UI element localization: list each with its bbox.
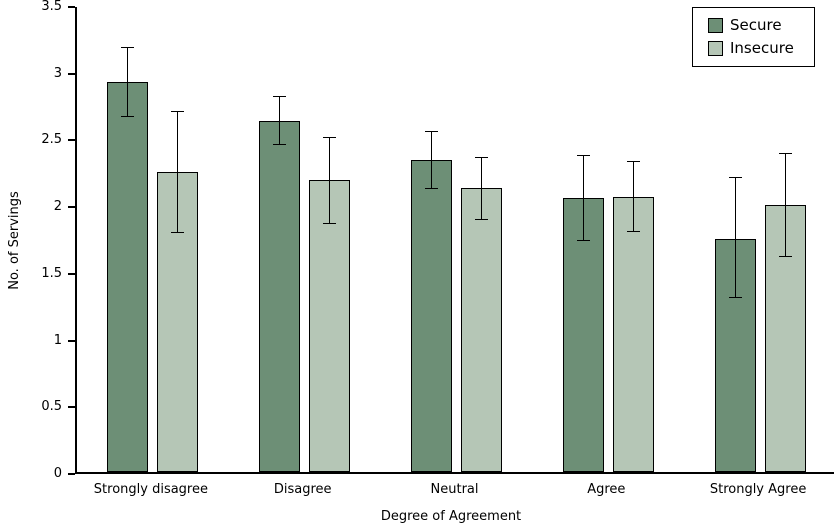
plot-area [75,7,834,474]
errorbar-insecure-neutral-cap-bottom [475,218,488,220]
y-tick-label: 0 [53,466,62,481]
errorbar-secure-agree-cap-top [576,154,590,156]
errorbar-insecure-neutral-whisker [481,158,482,219]
x-label-strongly-agree: Strongly Agree [709,482,807,497]
errorbar-insecure-agree-whisker [632,162,634,231]
errorbar-insecure-agree-cap-bottom [626,230,640,232]
y-tick-2.5 [68,139,75,142]
bar-secure-strongly-disagree [107,82,149,472]
errorbar-secure-disagree-cap-bottom [273,143,287,145]
errorbar-insecure-disagree-cap-bottom [323,222,337,224]
errorbar-secure-disagree-whisker [279,97,281,144]
x-label-strongly-disagree: Strongly disagree [93,482,208,497]
errorbar-insecure-strongly-agree-whisker [784,154,786,256]
y-tick-3.5 [68,6,75,8]
bar-secure-disagree [259,121,301,472]
y-tick-1.5 [68,272,75,275]
legend-item-secure: Secure [708,17,814,34]
errorbar-insecure-strongly-disagree-cap-top [171,110,185,112]
errorbar-secure-strongly-agree-cap-bottom [728,297,742,299]
errorbar-secure-strongly-disagree-whisker [127,47,129,116]
y-tick-1 [68,339,75,342]
bar-secure-agree [562,198,604,472]
bar-insecure-neutral [461,187,502,472]
legend-item-insecure: Insecure [708,40,814,57]
errorbar-insecure-disagree-whisker [329,138,331,223]
y-tick-0.5 [68,406,75,409]
bar-insecure-agree [612,197,654,472]
y-tick-label: 1 [53,332,62,348]
errorbar-secure-neutral-whisker [431,131,432,188]
x-label-neutral: Neutral [430,482,479,497]
errorbar-secure-neutral-cap-bottom [425,187,438,189]
y-tick-3 [68,72,75,75]
y-tick-label: 3.5 [41,0,62,14]
legend-swatch-insecure [708,41,723,56]
x-label-agree: Agree [587,482,626,497]
legend-label: Insecure [730,39,794,57]
errorbar-insecure-agree-cap-top [626,161,640,163]
x-axis-labels: Strongly disagree Disagree Neutral Agree Str… [75,482,834,502]
errorbar-secure-strongly-disagree-cap-bottom [121,115,135,117]
y-tick-label: 2 [53,199,62,215]
errorbar-secure-strongly-disagree-cap-top [121,46,135,48]
errorbar-insecure-strongly-disagree-cap-bottom [171,231,185,233]
errorbar-insecure-strongly-agree-cap-bottom [778,255,792,257]
x-label-disagree: Disagree [273,482,332,497]
y-tick-label: 1.5 [41,265,62,281]
errorbar-insecure-strongly-agree-cap-top [778,153,792,155]
errorbar-secure-neutral-cap-top [425,130,438,132]
bar-insecure-disagree [309,179,351,472]
errorbar-secure-strongly-agree-whisker [734,178,736,298]
errorbar-insecure-disagree-cap-top [323,137,337,139]
bar-secure-neutral [411,159,452,472]
y-tick-2 [68,206,75,209]
errorbar-secure-disagree-cap-top [273,96,287,98]
errorbar-insecure-strongly-disagree-whisker [177,111,179,232]
legend-label: Secure [730,16,782,34]
y-axis: 0 0.5 1 1.5 2 2.5 3 3.5 [0,0,75,481]
legend: Secure Insecure [692,7,815,67]
y-tick-label: 2.5 [41,132,62,148]
errorbar-secure-agree-cap-bottom [576,239,590,241]
errorbar-insecure-neutral-cap-top [475,157,488,159]
y-tick-label: 3 [53,65,62,81]
bar-insecure-strongly-agree [764,205,806,472]
y-tick-0 [68,473,75,475]
errorbar-secure-agree-whisker [582,155,584,240]
legend-swatch-secure [708,18,723,33]
x-axis-title: Degree of Agreement [380,509,522,524]
errorbar-secure-strongly-agree-cap-top [728,177,742,179]
y-tick-label: 0.5 [41,399,62,415]
